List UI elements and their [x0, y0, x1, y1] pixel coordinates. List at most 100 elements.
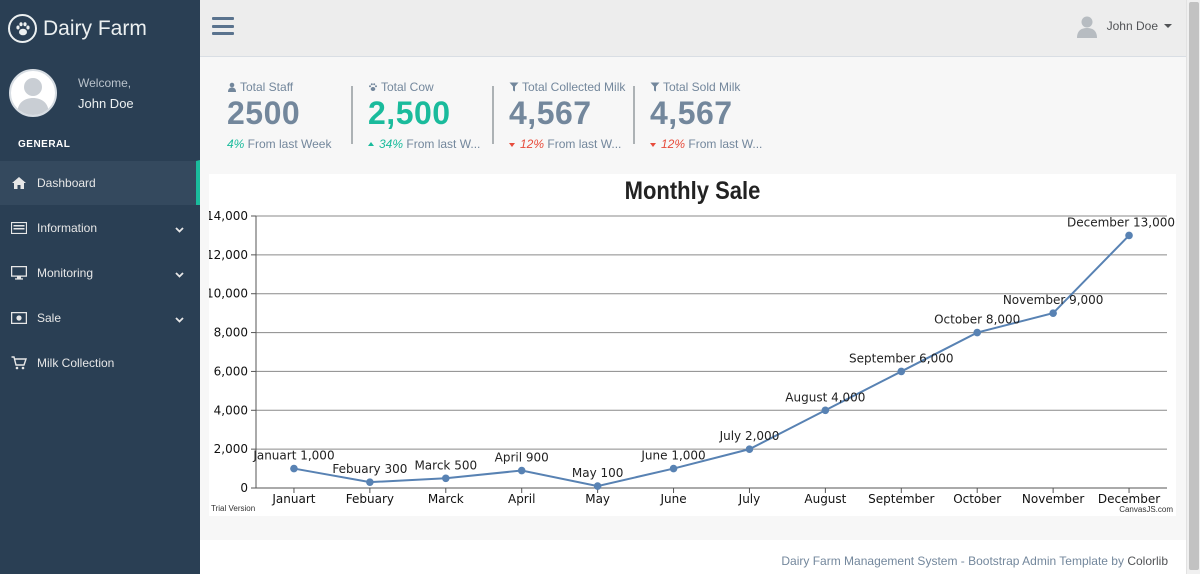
arrow-up-icon — [368, 142, 374, 146]
footer-text: Dairy Farm Management System - Bootstrap… — [781, 554, 1128, 568]
x-tick-label: May — [585, 492, 610, 506]
stat-foot-text: From last W... — [544, 137, 622, 151]
profile: Welcome, John Doe — [0, 57, 200, 129]
monthly-sale-chart: 0 2,000 4,000 6,000 8,000 10,000 12,000 14,000 J… — [209, 174, 1176, 516]
stat-label: Total Cow — [381, 80, 434, 94]
sidebar-item-milk-collection[interactable]: Milk Collection — [0, 340, 200, 385]
stat-count: 2,500 — [368, 95, 451, 131]
y-tick-label: 12,000 — [209, 248, 248, 262]
y-tick-label: 4,000 — [214, 403, 248, 417]
profile-name: John Doe — [78, 95, 134, 111]
sidebar-menu: Dashboard Information Monitoring Sale — [0, 160, 200, 385]
sidebar-item-monitoring[interactable]: Monitoring — [0, 250, 200, 295]
data-point — [290, 464, 298, 473]
menu-toggle-icon[interactable] — [212, 17, 234, 35]
sidebar: Dairy Farm Welcome, John Doe GENERAL Das… — [0, 0, 200, 574]
y-tick-label: 14,000 — [209, 209, 248, 223]
sidebar-item-label: Dashboard — [37, 176, 96, 190]
sidebar-item-label: Sale — [37, 310, 62, 325]
stat-foot-text: From last W... — [685, 137, 763, 151]
data-label: Januart 1,000 — [252, 449, 334, 463]
stat-label: Total Collected Milk — [522, 80, 626, 94]
data-label: November 9,000 — [1003, 293, 1104, 307]
chart-canvas: 0 2,000 4,000 6,000 8,000 10,000 12,000 14,000 J… — [209, 209, 1175, 506]
data-point — [593, 482, 602, 490]
money-icon — [11, 311, 27, 325]
stat-label: Total Sold Milk — [663, 80, 741, 94]
welcome-text: Welcome, — [78, 75, 132, 90]
sidebar-item-label: Milk Collection — [37, 355, 115, 370]
desktop-icon — [11, 265, 27, 280]
cart-icon — [11, 355, 27, 370]
x-tick-label: April — [508, 492, 535, 506]
stat-foot-text: From last Week — [244, 137, 332, 151]
brand-title: Dairy Farm — [43, 16, 147, 40]
data-point — [366, 478, 374, 486]
data-label: Marck 500 — [414, 458, 477, 472]
data-label: April 900 — [495, 451, 549, 465]
canvasjs-credit[interactable]: CanvasJS.com — [1119, 505, 1173, 514]
user-name: John Doe — [1106, 19, 1158, 33]
x-tick-label: December — [1098, 492, 1160, 506]
stat-count: 4,567 — [650, 95, 733, 131]
x-tick-label: August — [804, 492, 846, 506]
y-tick-label: 2,000 — [214, 442, 248, 456]
sidebar-item-dashboard[interactable]: Dashboard — [0, 160, 200, 205]
data-point — [821, 406, 830, 415]
stat-total-collected-milk: Total Collected Milk 4,567 12% From last… — [492, 68, 633, 158]
sidebar-item-information[interactable]: Information — [0, 205, 200, 250]
top-nav: John Doe — [200, 0, 1186, 57]
data-point — [745, 445, 754, 453]
page-scrollbar[interactable] — [1186, 0, 1200, 574]
user-dropdown[interactable]: John Doe — [1076, 14, 1172, 38]
data-point — [669, 464, 678, 473]
data-label: July 2,000 — [719, 429, 780, 443]
filter-icon — [650, 82, 660, 92]
data-point — [897, 367, 906, 376]
x-tick-label: November — [1022, 492, 1084, 506]
avatar — [9, 69, 57, 117]
data-point — [517, 466, 526, 475]
y-tick-label: 8,000 — [214, 326, 248, 340]
brand-link[interactable]: Dairy Farm — [0, 0, 200, 57]
stat-count: 2500 — [227, 95, 301, 131]
stat-percent: 12% — [520, 137, 545, 151]
stat-total-staff: Total Staff 2500 4% From last Week — [210, 68, 351, 158]
data-point — [1049, 309, 1057, 317]
stat-percent: 34% — [379, 137, 404, 151]
chevron-down-icon — [175, 222, 184, 236]
y-tick-label: 10,000 — [209, 287, 248, 301]
scrollbar-thumb[interactable] — [1189, 2, 1199, 570]
arrow-down-icon — [509, 143, 515, 147]
footer-author-link[interactable]: Colorlib — [1127, 554, 1168, 568]
chevron-down-icon — [175, 312, 184, 326]
y-tick-label: 6,000 — [214, 364, 248, 378]
data-label: December 13,000 — [1067, 215, 1175, 229]
data-label: May 100 — [572, 466, 624, 480]
list-icon — [11, 221, 27, 235]
x-tick-label: Marck — [428, 492, 464, 506]
home-icon — [11, 176, 27, 190]
data-point — [441, 474, 450, 483]
stat-percent: 4% — [227, 137, 245, 151]
chevron-down-icon — [175, 267, 184, 281]
sidebar-item-sale[interactable]: Sale — [0, 295, 200, 340]
arrow-down-icon — [650, 143, 656, 147]
footer: Dairy Farm Management System - Bootstrap… — [200, 540, 1186, 574]
x-tick-label: September — [868, 492, 934, 506]
user-icon — [227, 82, 237, 92]
y-tick-label: 0 — [240, 481, 248, 495]
x-tick-label: October — [953, 492, 1001, 506]
stats-row: Total Staff 2500 4% From last Week Total… — [210, 68, 774, 168]
caret-down-icon — [1164, 24, 1172, 28]
x-tick-label: July — [738, 492, 761, 506]
trial-version-label: Trial Version — [211, 504, 256, 513]
data-label: October 8,000 — [934, 313, 1020, 327]
stat-total-sold-milk: Total Sold Milk 4,567 12% From last W... — [633, 68, 774, 158]
sidebar-item-label: Monitoring — [37, 265, 94, 280]
series-line — [293, 234, 1130, 488]
data-point — [973, 328, 982, 337]
x-tick-label: June — [659, 492, 686, 506]
chart-title: Monthly Sale — [624, 177, 761, 205]
data-label: June 1,000 — [640, 449, 705, 463]
